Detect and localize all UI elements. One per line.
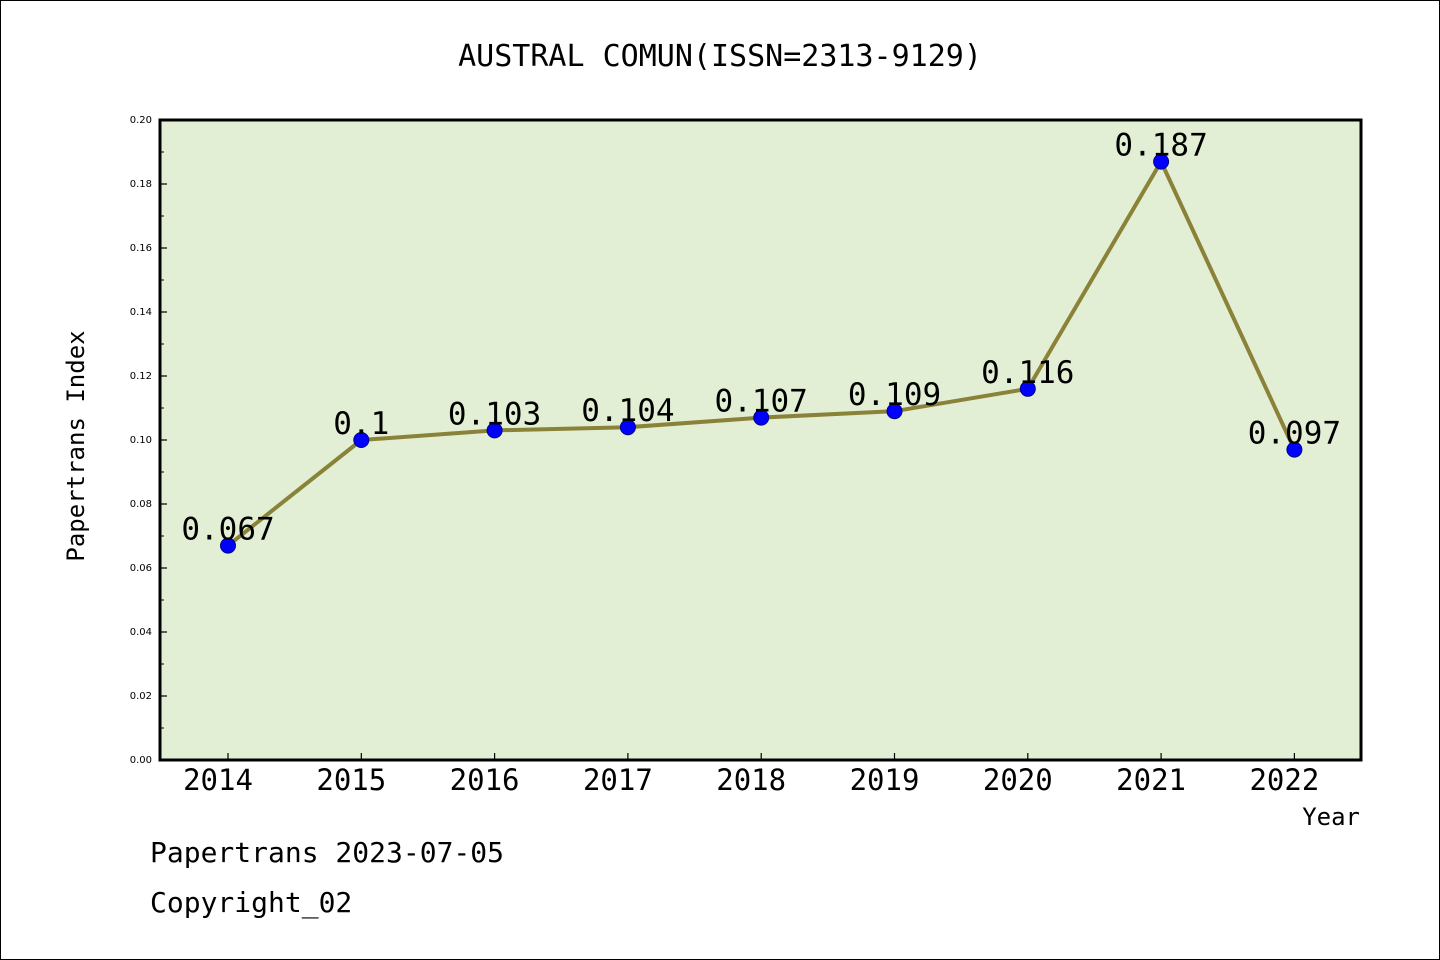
data-point <box>353 432 370 448</box>
y-tick-label: 0.00 <box>130 755 152 766</box>
data-label: 0.103 <box>448 396 541 432</box>
data-label: 0.067 <box>181 512 274 548</box>
footer-copyright: Copyright_02 <box>150 886 353 919</box>
y-tick-label: 0.02 <box>130 691 152 702</box>
data-label: 0.109 <box>848 377 941 413</box>
y-tick-label: 0.06 <box>130 563 152 574</box>
data-point <box>1019 380 1036 397</box>
x-tick-label: 2018 <box>716 763 786 797</box>
data-label: 0.107 <box>715 384 808 420</box>
x-axis-ticks: 2014 2015 2016 2017 2018 2019 2020 2021 2022 <box>183 753 1319 797</box>
footer-date: Papertrans 2023-07-05 <box>150 836 505 869</box>
y-axis-label: Papertrans Index <box>62 330 90 561</box>
data-label: 0.097 <box>1248 416 1341 452</box>
data-label: 0.187 <box>1114 128 1207 164</box>
data-point <box>619 419 636 436</box>
data-label: 0.116 <box>981 355 1074 391</box>
data-point <box>753 409 770 426</box>
data-point <box>1286 441 1303 458</box>
x-tick-label: 2016 <box>450 763 520 797</box>
x-tick-label: 2014 <box>183 763 253 797</box>
y-tick-label: 0.14 <box>130 307 152 318</box>
y-tick-label: 0.08 <box>130 499 152 510</box>
y-tick-label: 0.10 <box>130 435 152 446</box>
data-label: 0.1 <box>333 406 389 442</box>
y-tick-label: 0.20 <box>130 115 152 126</box>
x-tick-label: 2020 <box>983 763 1053 797</box>
x-tick-label: 2021 <box>1116 763 1186 797</box>
x-tick-label: 2015 <box>316 763 386 797</box>
x-axis-label: Year <box>1302 803 1360 831</box>
y-tick-label: 0.12 <box>130 371 152 382</box>
data-point <box>886 403 903 420</box>
y-tick-label: 0.16 <box>130 243 152 254</box>
x-tick-label: 2019 <box>850 763 920 797</box>
y-tick-label: 0.04 <box>130 627 152 638</box>
x-tick-label: 2017 <box>583 763 653 797</box>
data-label: 0.104 <box>581 393 674 429</box>
data-point <box>220 537 236 554</box>
x-tick-label: 2022 <box>1249 763 1319 797</box>
y-tick-label: 0.18 <box>130 179 152 190</box>
data-series: 0.067 0.1 0.103 0.104 0.107 0.109 0.116 0.187 0.… <box>181 128 1341 554</box>
data-point <box>486 422 503 439</box>
plot-border <box>158 118 1363 762</box>
chart-title: AUSTRAL COMUN(ISSN=2313-9129) <box>458 39 982 74</box>
data-point <box>1153 153 1170 170</box>
